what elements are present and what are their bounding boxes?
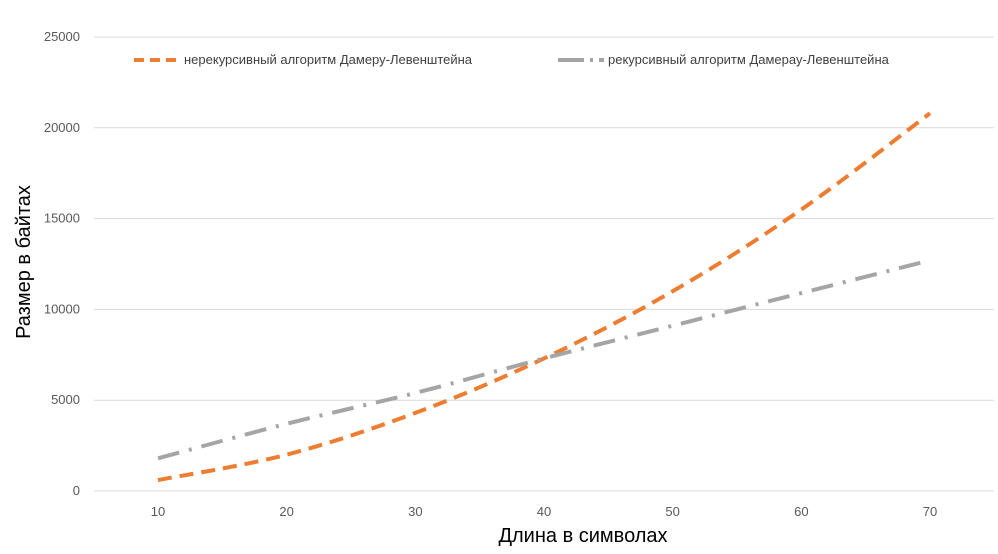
x-tick-label: 40	[537, 504, 551, 519]
grid-lines	[94, 36, 994, 492]
x-axis-title: Длина в символах	[498, 525, 667, 547]
x-tick-label: 50	[665, 504, 679, 519]
y-tick-label: 15000	[44, 211, 80, 226]
y-axis-ticks: 0 5000 10000 15000 20000 25000	[44, 29, 80, 498]
legend-label-recursive: рекурсивный алгоритм Дамерау-Левенштейна	[608, 52, 890, 67]
x-tick-label: 10	[151, 504, 165, 519]
series-lines	[157, 111, 932, 483]
y-axis-title: Размер в байтах	[13, 185, 35, 339]
legend: нерекурсивный алгоритм Дамеру-Левенштейн…	[134, 52, 890, 67]
y-tick-label: 0	[73, 483, 80, 498]
x-tick-label: 30	[408, 504, 422, 519]
x-tick-label: 20	[279, 504, 293, 519]
y-tick-label: 20000	[44, 120, 80, 135]
x-axis-ticks: 10 20 30 40 50 60 70	[151, 504, 937, 519]
y-tick-label: 10000	[44, 301, 80, 316]
series-line-nonrecursive	[157, 111, 932, 483]
legend-label-nonrecursive: нерекурсивный алгоритм Дамеру-Левенштейн…	[184, 52, 473, 67]
y-tick-label: 5000	[51, 392, 80, 407]
series-line-recursive	[157, 258, 931, 461]
y-tick-label: 25000	[44, 29, 80, 44]
x-tick-label: 60	[794, 504, 808, 519]
x-tick-label: 70	[923, 504, 937, 519]
